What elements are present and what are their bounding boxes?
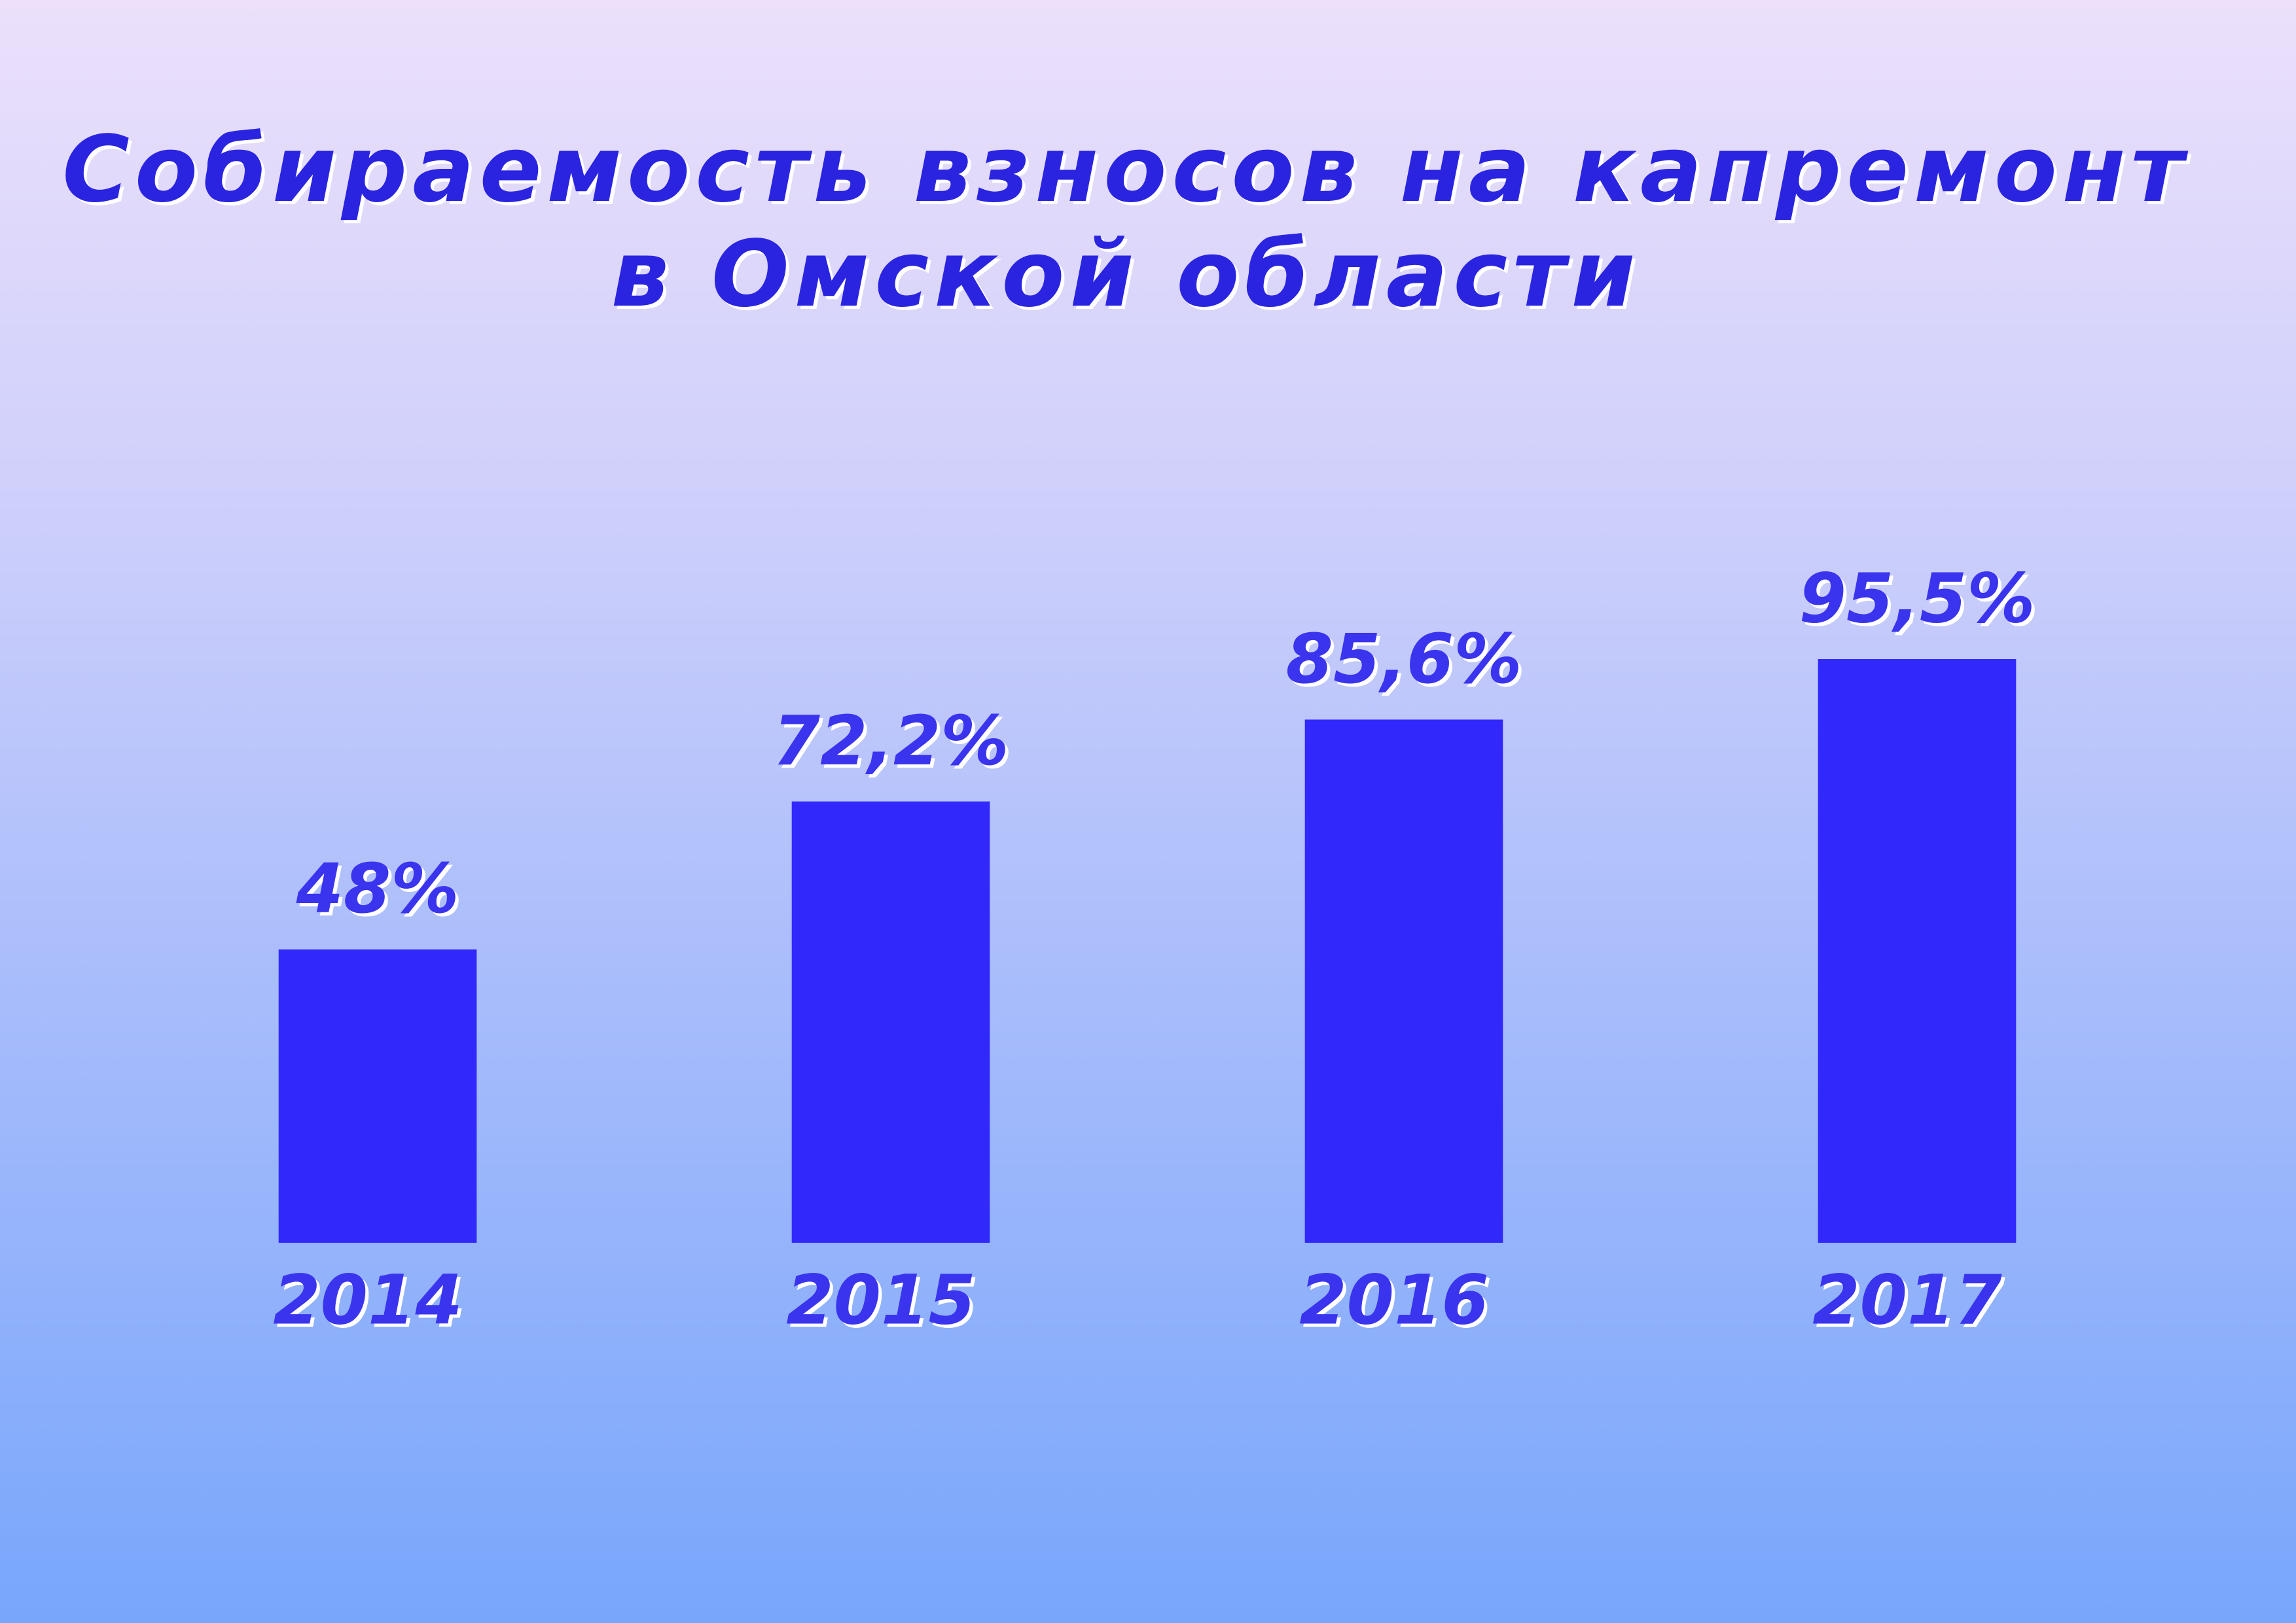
x-tick-label: 2014 [273,1260,462,1340]
bar [1818,659,2017,1243]
value-label: 85,6% [1286,619,1522,699]
x-tick-label: 2015 [786,1260,975,1340]
bar [791,801,990,1243]
x-tick-label: 2017 [1812,1260,2002,1340]
value-label: 72,2% [773,701,1009,781]
x-tick-label: 2016 [1299,1260,1488,1340]
bar [1304,719,1503,1243]
chart-title: Собираемость взносов на капремонт в Омск… [62,116,2189,328]
value-label: 48% [296,849,459,929]
bar [278,949,477,1243]
value-label: 95,5% [1799,558,2036,638]
